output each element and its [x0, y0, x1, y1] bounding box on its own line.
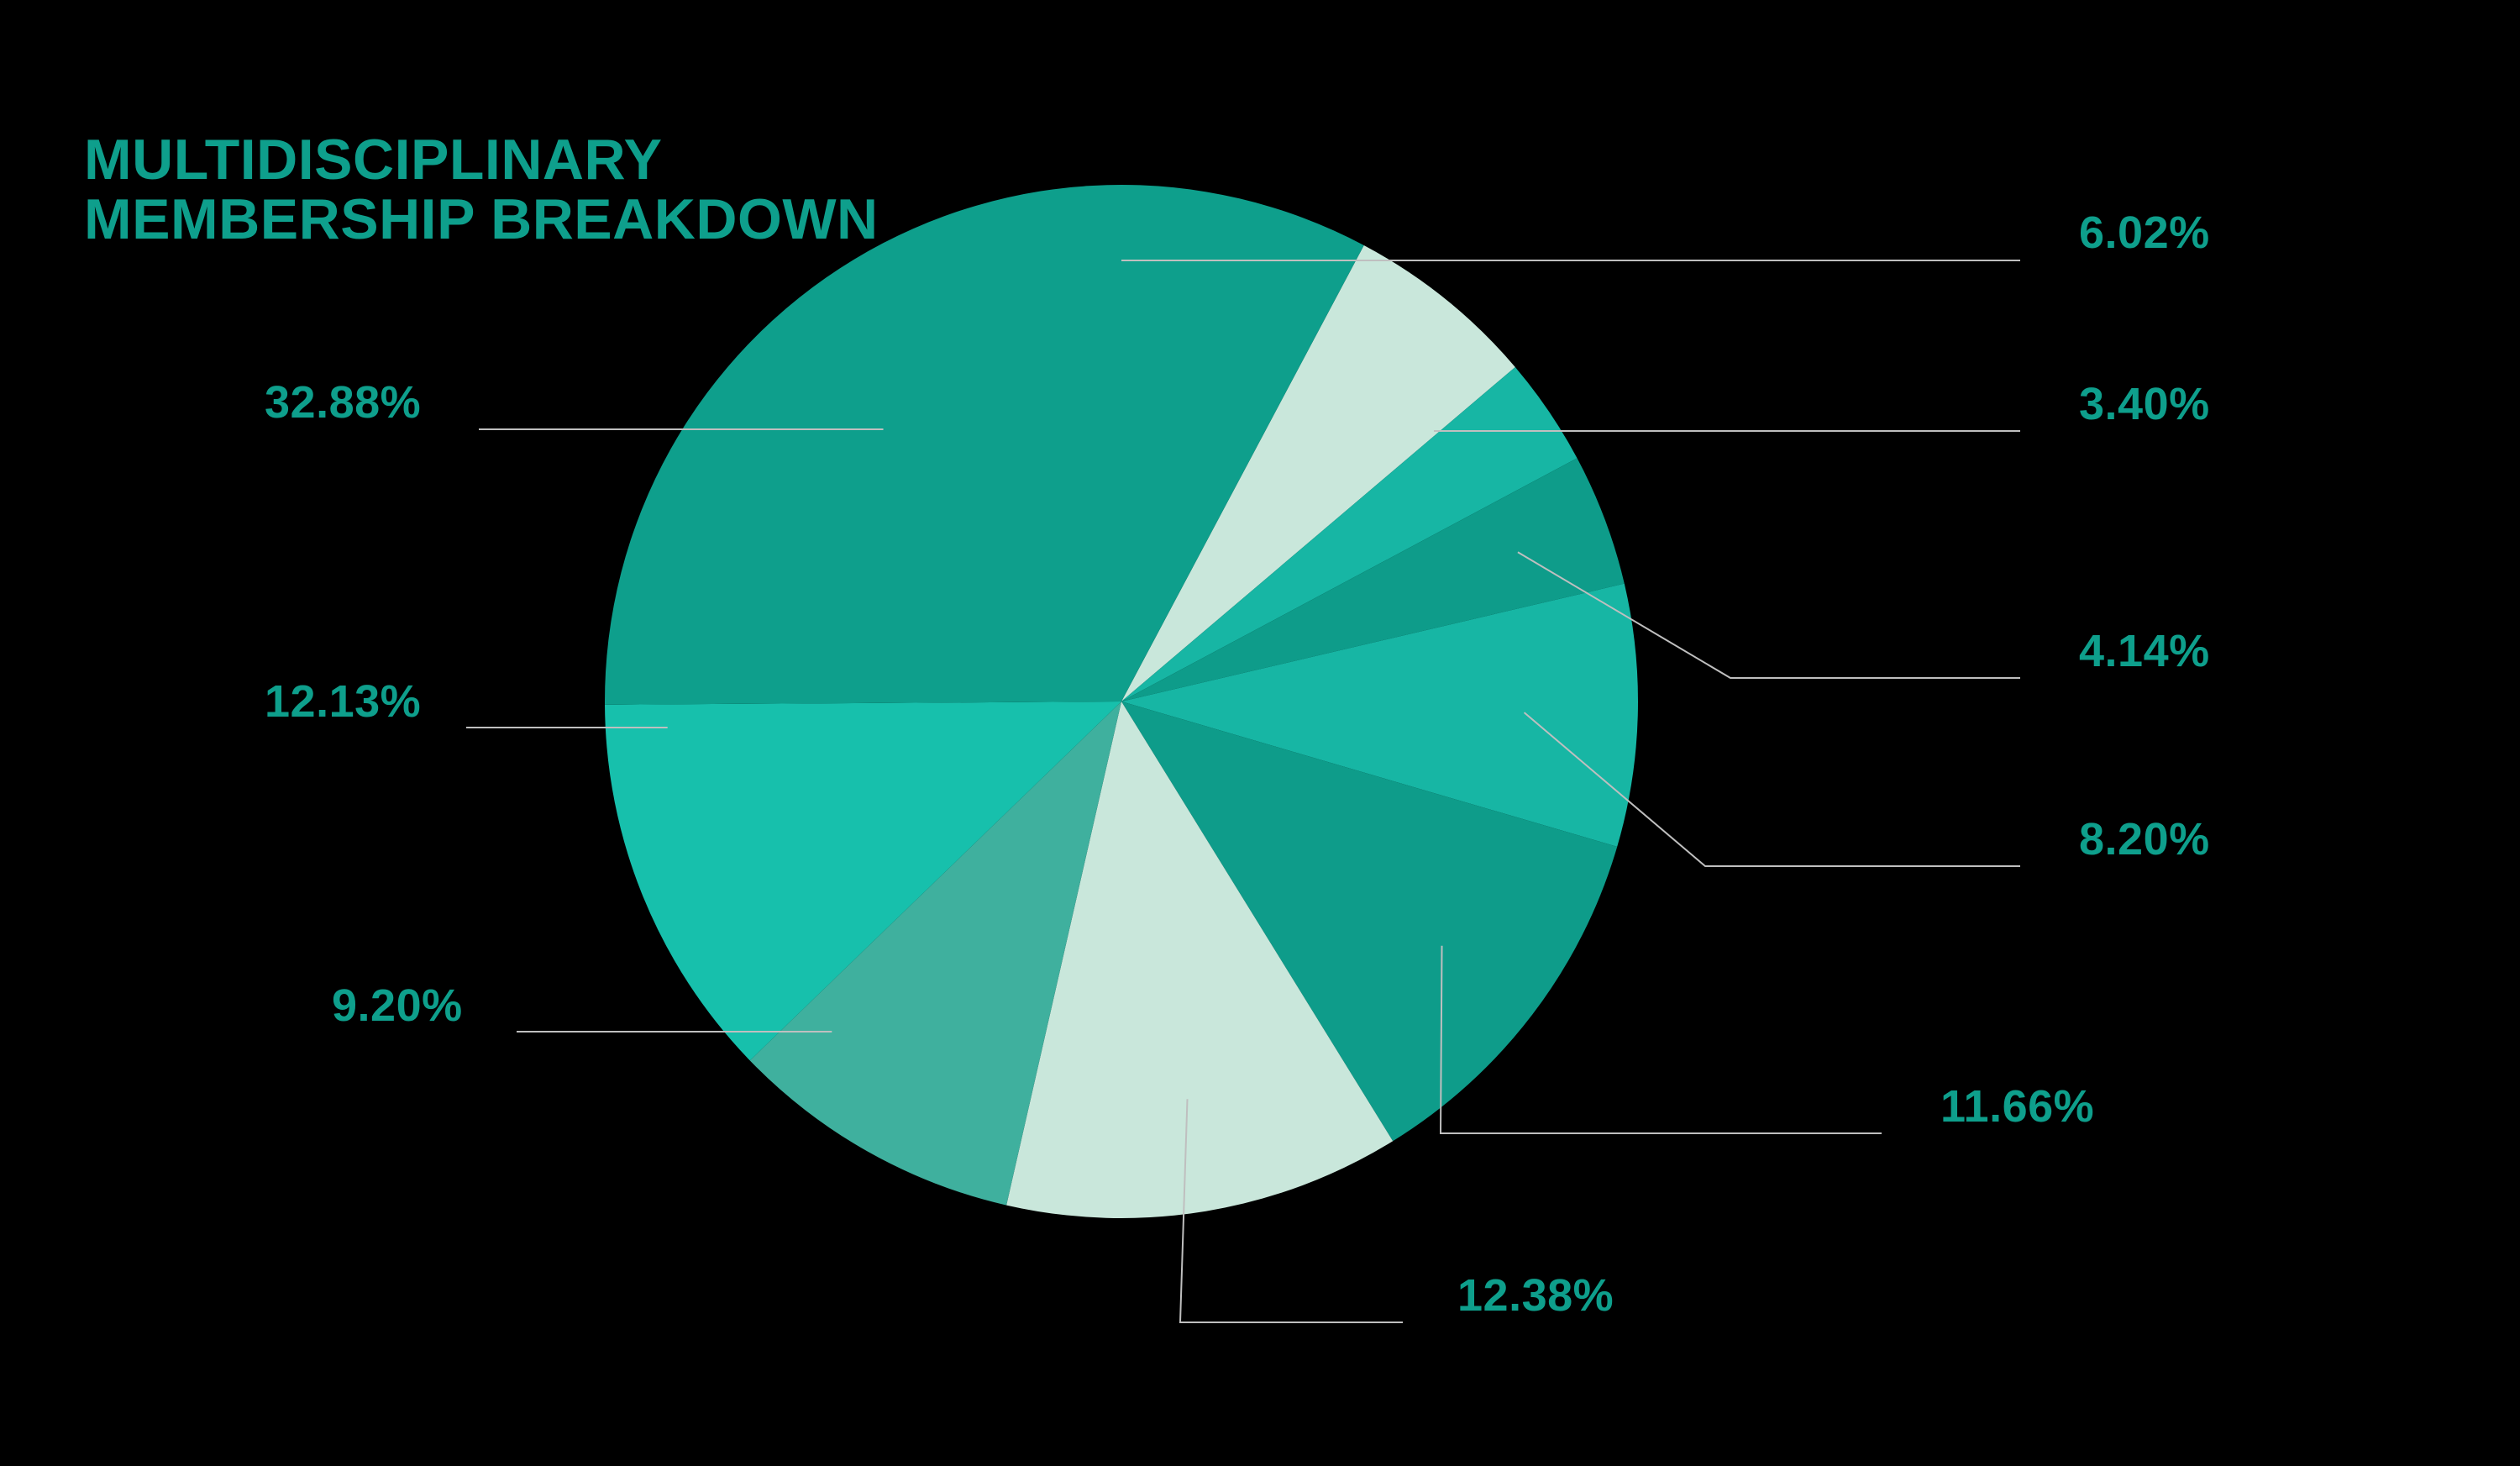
- slice-label: 9.20%: [332, 980, 463, 1032]
- slice-label: 12.38%: [1457, 1269, 1614, 1322]
- slice-label: 3.40%: [2079, 378, 2210, 430]
- slice-label: 4.14%: [2079, 625, 2210, 677]
- slice-label: 6.02%: [2079, 207, 2210, 259]
- chart-stage: Multidisciplinary Membership Breakdown 3…: [0, 0, 2520, 1466]
- slice-label: 11.66%: [1940, 1080, 2094, 1132]
- slice-label: 8.20%: [2079, 813, 2210, 865]
- slice-label: 32.88%: [265, 376, 421, 428]
- slice-label: 12.13%: [265, 675, 421, 728]
